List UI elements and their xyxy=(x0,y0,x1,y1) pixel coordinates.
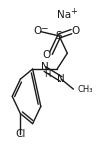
Text: CH₃: CH₃ xyxy=(78,85,93,94)
Text: O: O xyxy=(42,50,50,60)
Text: O: O xyxy=(71,26,80,36)
Text: N: N xyxy=(41,62,49,72)
Text: Cl: Cl xyxy=(15,129,26,140)
Text: H: H xyxy=(44,70,50,79)
Text: −: − xyxy=(40,23,47,32)
Text: +: + xyxy=(70,7,77,16)
Text: Na: Na xyxy=(57,10,71,20)
Text: S: S xyxy=(56,31,62,41)
Text: O: O xyxy=(34,26,42,36)
Text: N: N xyxy=(57,74,65,84)
